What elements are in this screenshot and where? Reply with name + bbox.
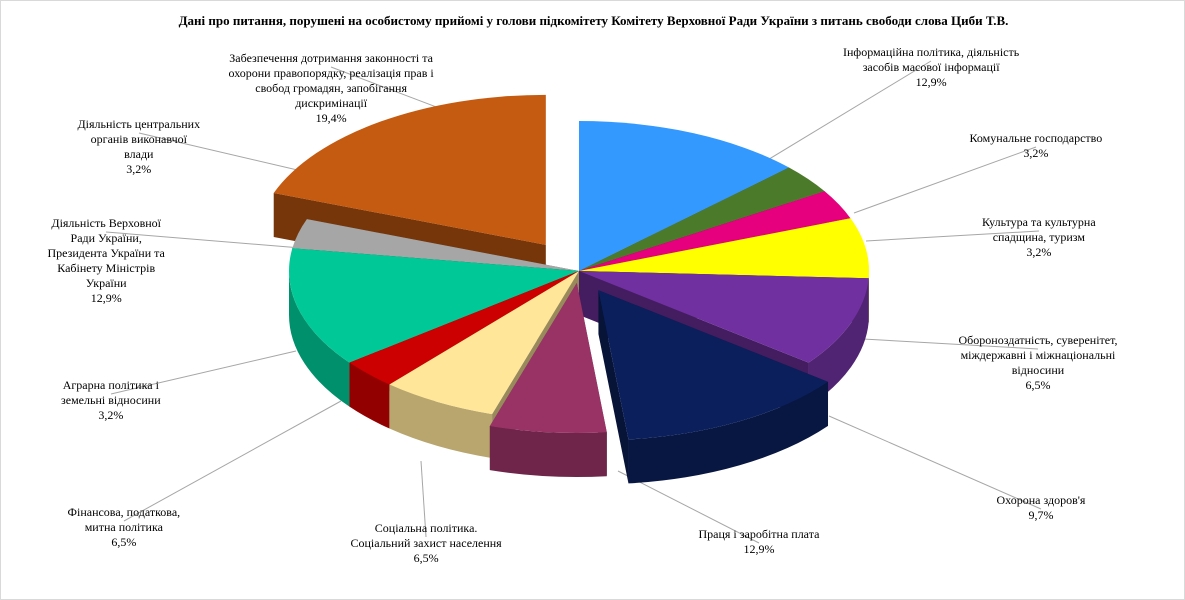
leader-line (865, 230, 1040, 242)
leader-line (617, 470, 760, 544)
pie-slice (598, 290, 829, 484)
slice-value: 9,7% (1028, 508, 1054, 522)
slice-label: Інформаційна політика, діяльність засобів… (843, 45, 1019, 90)
slice-value: 12,9% (743, 542, 775, 556)
slice-label-line: Соціальний захист населення (350, 536, 502, 550)
slice-value: 6,5% (413, 551, 439, 565)
leader-line (123, 400, 342, 522)
slice-label-line: митна політика (84, 520, 163, 534)
slice-rim (349, 362, 390, 429)
slice-value: 12,9% (90, 291, 122, 305)
slice-label: Обороноздатність, суверенітет, міждержавн… (959, 333, 1118, 393)
slice-label: Діяльність центральних органів виконавчої… (78, 117, 201, 177)
slice-top-face (579, 218, 869, 279)
leader-line (110, 350, 297, 395)
slice-rim (389, 384, 493, 459)
slice-label-line: Інформаційна політика, діяльність (843, 45, 1020, 59)
slice-label: Забезпечення дотримання законності та охо… (229, 51, 434, 126)
slice-label-line: відносини (1011, 363, 1065, 377)
slice-label-line: Культура та культурна (982, 215, 1096, 229)
slice-label-line: Президента України та (47, 246, 165, 260)
slice-value: 3,2% (98, 408, 124, 422)
slice-top-face (389, 271, 579, 415)
chart-title: Дані про питання, порушені на особистому… (178, 13, 1009, 28)
slice-label: Праця і заробітна плата 12,9% (699, 527, 820, 557)
slice-label-line: влади (124, 147, 154, 161)
slice-value: 6,5% (111, 535, 137, 549)
slice-label-line: Фінансова, податкова, (67, 505, 181, 519)
slice-value: 3,2% (1026, 245, 1052, 259)
slice-top-face (489, 283, 607, 434)
slice-label-line: Праця і заробітна плата (698, 527, 820, 541)
slice-label-line: Забезпечення дотримання законності та (229, 51, 433, 65)
leader-line (853, 146, 1037, 214)
slice-label: Соціальна політика. Соціальний захист нас… (351, 521, 502, 566)
slice-top-face (579, 121, 789, 271)
slice-label-line: Охорона здоров'я (996, 493, 1086, 507)
slice-value: 3,2% (1023, 146, 1049, 160)
slice-label-line: органів виконавчої (90, 132, 187, 146)
leader-line (105, 231, 302, 249)
slice-label: Комунальне господарство 3,2% (970, 131, 1103, 161)
slice-value: 3,2% (126, 162, 152, 176)
slice-rim (489, 426, 607, 478)
slice-label: Охорона здоров'я 9,7% (997, 493, 1086, 523)
slice-label: Діяльність Верховної Ради України, Президе… (48, 216, 165, 306)
slice-label-line: Аграрна політика і (62, 378, 159, 392)
slice-side-face (598, 290, 629, 484)
slice-top-face (273, 94, 546, 245)
slice-rim (628, 381, 829, 484)
slice-value: 19,4% (315, 111, 347, 125)
slice-rim (808, 278, 869, 407)
leader-line (420, 460, 427, 538)
slice-label-line: Ради України, (70, 231, 142, 245)
slice-label-line: свобод громадян, запобігання (255, 81, 407, 95)
slice-value: 6,5% (1025, 378, 1051, 392)
slice-top-face (579, 167, 825, 271)
slice-label-line: Діяльність Верховної (51, 216, 161, 230)
slice-top-face (579, 191, 851, 271)
slice-label-line: України (85, 276, 127, 290)
slice-label: Аграрна політика і земельні відносини 3,2% (61, 378, 161, 423)
slice-label-line: засобів масової інформації (862, 60, 1000, 74)
slice-label-line: охорони правопорядку, реалізація прав і (228, 66, 434, 80)
slice-value: 12,9% (915, 75, 947, 89)
slice-label-line: міждержавні і міжнаціональні (960, 348, 1116, 362)
slice-label-line: дискримінації (295, 96, 368, 110)
leader-line (828, 415, 1042, 510)
leader-line (862, 338, 1039, 350)
slice-label-line: Соціальна політика. (374, 521, 478, 535)
slice-label-line: Діяльність центральних (77, 117, 201, 131)
slice-top-face (288, 248, 579, 363)
slice-label-line: Комунальне господарство (969, 131, 1103, 145)
slice-label-line: Обороноздатність, суверенітет, (958, 333, 1118, 347)
slice-top-face (579, 271, 869, 363)
slice-label-line: земельні відносини (61, 393, 161, 407)
leader-line (760, 60, 932, 165)
slice-rim (289, 271, 350, 407)
slice-label-line: Кабінету Міністрів (57, 261, 156, 275)
slice-top-face (598, 290, 829, 440)
slice-label: Культура та культурна спадщина, туризм 3,2… (982, 215, 1096, 260)
slice-label-line: спадщина, туризм (992, 230, 1085, 244)
slice-top-face (292, 219, 579, 271)
slice-label: Фінансова, податкова, митна політика 6,5% (68, 505, 181, 550)
pie-slice (489, 283, 607, 478)
slice-top-face (349, 271, 579, 385)
